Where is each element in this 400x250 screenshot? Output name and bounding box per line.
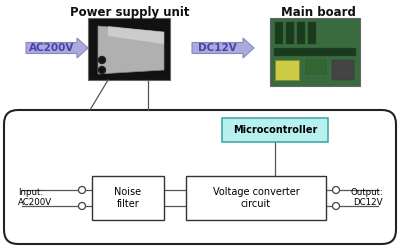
Circle shape bbox=[78, 202, 86, 209]
Polygon shape bbox=[98, 26, 164, 74]
FancyBboxPatch shape bbox=[286, 22, 294, 44]
FancyBboxPatch shape bbox=[222, 118, 328, 142]
Text: Voltage converter
circuit: Voltage converter circuit bbox=[213, 187, 299, 209]
Text: Microcontroller: Microcontroller bbox=[233, 125, 317, 135]
FancyBboxPatch shape bbox=[275, 22, 283, 44]
Circle shape bbox=[100, 68, 104, 72]
FancyBboxPatch shape bbox=[306, 60, 326, 74]
Circle shape bbox=[98, 56, 106, 64]
Polygon shape bbox=[108, 26, 164, 44]
Text: Noise
filter: Noise filter bbox=[114, 187, 142, 209]
Text: Power supply unit: Power supply unit bbox=[70, 6, 190, 19]
FancyBboxPatch shape bbox=[88, 18, 170, 80]
Text: DC12V: DC12V bbox=[198, 43, 237, 53]
Circle shape bbox=[332, 186, 340, 194]
FancyBboxPatch shape bbox=[275, 60, 299, 80]
Text: AC200V: AC200V bbox=[29, 43, 74, 53]
FancyBboxPatch shape bbox=[92, 176, 164, 220]
FancyBboxPatch shape bbox=[4, 110, 396, 244]
Text: Main board: Main board bbox=[280, 6, 356, 19]
Circle shape bbox=[78, 186, 86, 194]
Text: Input:
AC200V: Input: AC200V bbox=[18, 188, 52, 208]
FancyBboxPatch shape bbox=[270, 18, 360, 86]
Circle shape bbox=[332, 202, 340, 209]
Polygon shape bbox=[192, 38, 254, 58]
FancyBboxPatch shape bbox=[308, 22, 316, 44]
Text: Output:
DC12V: Output: DC12V bbox=[350, 188, 383, 208]
FancyBboxPatch shape bbox=[186, 176, 326, 220]
FancyBboxPatch shape bbox=[297, 22, 305, 44]
FancyBboxPatch shape bbox=[332, 60, 354, 80]
Circle shape bbox=[98, 66, 106, 73]
FancyBboxPatch shape bbox=[274, 48, 356, 56]
Circle shape bbox=[100, 58, 104, 62]
Polygon shape bbox=[26, 38, 88, 58]
